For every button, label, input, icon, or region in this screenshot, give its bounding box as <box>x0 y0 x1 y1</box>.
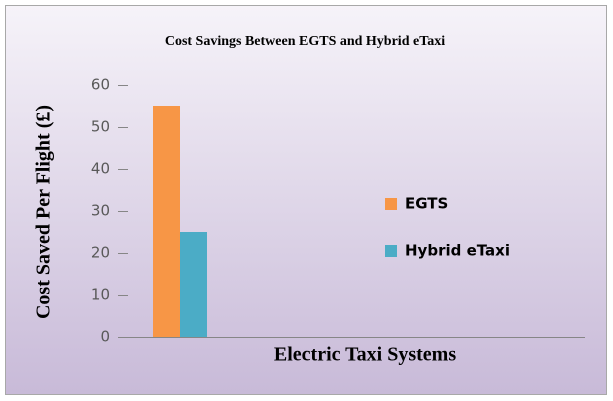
y-tick-label: 40 <box>91 160 110 178</box>
chart-title: Cost Savings Between EGTS and Hybrid eTa… <box>165 34 445 49</box>
bar <box>153 106 180 337</box>
y-tick-label: 30 <box>91 202 110 220</box>
y-tick-label: 20 <box>91 244 110 262</box>
y-axis-title: Cost Saved Per Flight (£) <box>33 105 55 319</box>
legend-label: EGTS <box>405 195 448 213</box>
x-axis-title: Electric Taxi Systems <box>274 344 456 366</box>
chart-background <box>5 5 607 395</box>
y-tick-label: 50 <box>91 118 110 136</box>
bar <box>180 232 207 337</box>
legend-label: Hybrid eTaxi <box>405 242 510 260</box>
legend-swatch <box>385 198 397 210</box>
legend-swatch <box>385 245 397 257</box>
y-tick-label: 10 <box>91 286 110 304</box>
y-tick-label: 60 <box>91 76 110 94</box>
y-tick-label: 0 <box>100 328 110 346</box>
